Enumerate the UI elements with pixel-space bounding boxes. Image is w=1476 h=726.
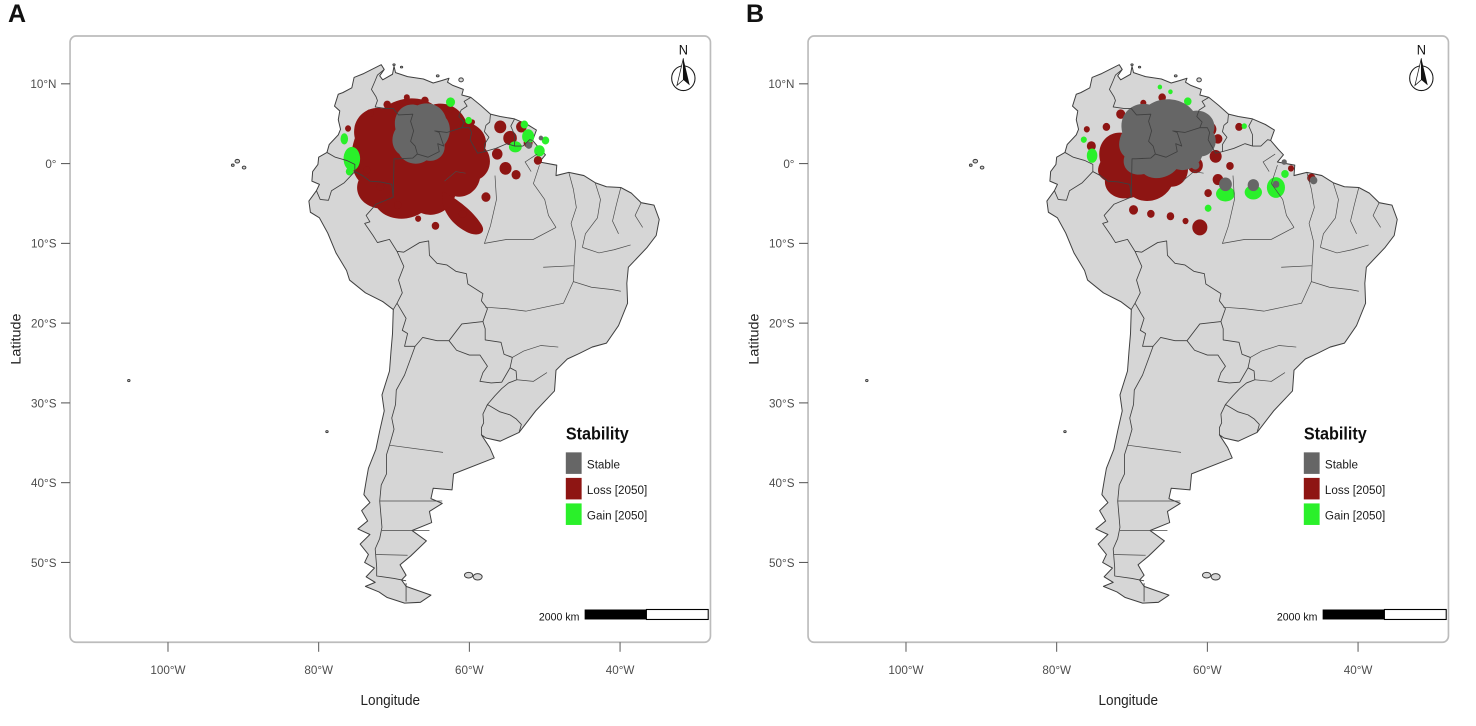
scale-bar-white-segment [1383,608,1447,621]
x-tick-label: 80°W [304,663,333,677]
y-tick-label: 0° [45,157,56,171]
scale-bar-label: 2000 km [1277,611,1317,623]
y-axis-title: Latitude [8,313,24,364]
y-axis: 10°N 0° 10°S 20°S 30°S 40°S 50°S Latitud… [746,77,809,570]
north-label: N [679,42,688,57]
legend-title: Stability [566,424,630,444]
scale-bar-black-segment [584,609,647,620]
scale-bar: 2000 km [1277,608,1447,624]
y-tick-label: 10°N [30,77,56,91]
x-tick-label: 60°W [455,663,484,677]
y-tick-label: 50°S [31,556,56,570]
x-tick-label: 100°W [150,663,186,677]
scale-bar-label: 2000 km [539,611,579,623]
y-tick-label: 40°S [31,476,56,490]
north-label: N [1417,42,1426,57]
scale-bar: 2000 km [539,608,709,624]
legend-label-gain: Gain [2050] [1325,508,1385,522]
y-tick-label: 30°S [769,396,794,410]
legend-swatch-gain [565,503,582,525]
x-axis-title: Longitude [360,692,420,708]
y-tick-label: 30°S [31,396,56,410]
y-tick-label: 10°S [31,236,56,250]
y-axis-title: Latitude [746,313,762,364]
x-tick-label: 100°W [888,663,924,677]
y-tick-label: 50°S [769,556,794,570]
y-tick-label: 10°S [769,236,794,250]
x-tick-label: 40°W [606,663,635,677]
legend-swatch-gain [1303,503,1320,525]
panel-label-a: A [8,0,27,28]
scale-bar-white-segment [645,608,709,621]
stable-regions [392,103,544,164]
x-axis: 100°W 80°W 60°W 40°W Longitude [150,642,635,708]
x-tick-label: 40°W [1344,663,1373,677]
legend-label-gain: Gain [2050] [587,508,647,522]
y-tick-label: 10°N [768,77,794,91]
compass-needle-black-icon [1421,58,1428,86]
legend-label-loss: Loss [2050] [1325,483,1385,497]
x-axis-title: Longitude [1098,692,1158,708]
scale-bar-black-segment [1322,609,1385,620]
legend-swatch-stable [1303,452,1320,474]
panel-label-b: B [746,0,765,28]
x-tick-label: 60°W [1193,663,1222,677]
y-tick-label: 20°S [31,316,56,330]
x-axis: 100°W 80°W 60°W 40°W Longitude [888,642,1373,708]
legend-title: Stability [1304,424,1368,444]
y-tick-label: 20°S [769,316,794,330]
y-tick-label: 0° [783,157,794,171]
legend-swatch-loss [1303,477,1320,500]
y-tick-label: 40°S [769,476,794,490]
legend-label-loss: Loss [2050] [587,483,647,497]
legend-label-stable: Stable [1325,457,1358,471]
legend-label-stable: Stable [587,457,620,471]
map-panel-b: B [738,0,1476,726]
legend: Stability Stable Loss [2050] Gain [2050] [1303,424,1385,525]
legend: Stability Stable Loss [2050] Gain [2050] [565,424,647,525]
legend-swatch-stable [565,452,582,474]
north-arrow: N [1409,42,1434,92]
x-tick-label: 80°W [1042,663,1071,677]
y-axis: 10°N 0° 10°S 20°S 30°S 40°S 50°S Latitud… [8,77,71,570]
map-panel-a: A [8,0,712,708]
legend-swatch-loss [565,477,582,500]
map-b: 100°W 80°W 60°W 40°W Longitude 10°N 0° 1… [746,35,1450,708]
map-a: 100°W 80°W 60°W 40°W Longitude 10°N 0° 1… [8,35,712,708]
